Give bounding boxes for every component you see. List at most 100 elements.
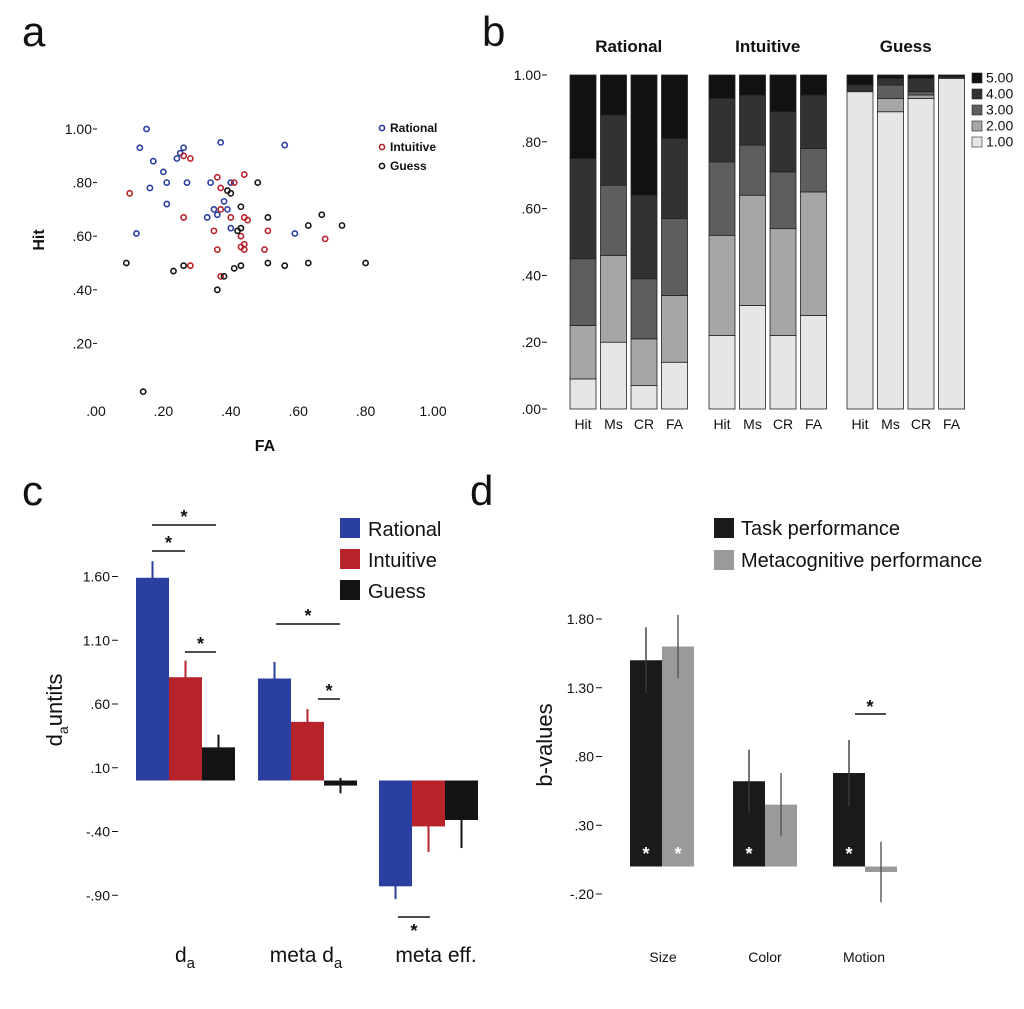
stack-segment-1.00 [877,111,904,410]
legend-label-metacognitive: Metacognitive performance [741,550,982,572]
stack-segment-2.00 [600,254,627,343]
scatter-point-intuitive [217,205,225,213]
stack-segment-5.00 [938,74,965,78]
stack-segment-3.00 [877,84,904,99]
stack-segment-3.00 [569,258,597,326]
scatter-point-guess [318,211,326,219]
significance-star: * [674,844,681,864]
d-legend: Task performance Metacognitive performanc… [714,518,982,572]
legend-marker-guess [378,162,386,170]
scatter-points [122,125,369,396]
scatter-point-guess [180,262,188,270]
legend-swatch-3.00 [971,104,983,116]
d-y-axis: -.20 .30 .80 1.30 1.80 [567,611,602,902]
scatter-point-rational [217,138,225,146]
significance-star: * [197,634,204,654]
scatter-point-rational [183,179,191,186]
stack-segment-3.00 [769,171,797,230]
y-tick-label: .40 [73,282,93,298]
legend-label-1.00: 1.00 [986,134,1013,150]
scatter-point-guess [304,222,312,229]
scatter-point-guess [213,286,221,294]
y-tick-label: 1.00 [514,67,541,83]
category-main: meta d [270,944,334,967]
stack-segment-5.00 [907,74,935,79]
legend-label-5.00: 5.00 [986,70,1013,86]
scatter-panel-a: .20 .40 .60 .80 1.00 .00 .20 .40 .60 .80 1.00 FA H… [31,121,447,455]
stack-segment-4.00 [769,111,797,173]
significance-star: * [180,507,187,527]
c-significance: * * * * * * [152,507,430,941]
bar-intuitive [169,677,202,781]
scatter-point-intuitive [180,152,188,160]
significance-star: * [165,533,172,553]
stack-segment-1.00 [739,305,766,410]
stack-segment-4.00 [708,97,736,163]
stack-segment-5.00 [800,74,827,96]
category-label: CR [773,416,793,432]
y-tick-label: .20 [522,334,542,350]
stack-segment-3.00 [907,91,935,96]
stack-segment-1.00 [907,97,935,410]
stack-segment-3.00 [708,161,736,236]
scatter-point-rational [146,184,154,192]
scatter-point-rational [213,211,221,219]
scatter-point-rational [133,230,140,237]
scatter-point-rational [136,144,144,152]
category-label-size: Size [649,949,676,965]
category-label-color: Color [748,949,782,965]
scatter-point-guess [281,262,289,270]
scatter-point-intuitive [186,262,194,270]
category-subscript: a [187,955,196,972]
scatter-point-rational [203,214,211,221]
significance-star: * [866,697,873,717]
legend-label-intuitive: Intuitive [390,140,436,154]
panel-letter-d: d [470,467,493,514]
category-main: d [175,944,187,967]
category-label: Ms [743,416,762,432]
bar-rational [136,577,169,781]
y-tick-label: 1.30 [567,680,594,696]
category-label: Ms [881,416,900,432]
stack-segment-4.00 [877,77,904,86]
scatter-point-rational [173,155,181,162]
category-label: meta eff. [395,944,476,967]
scatter-point-guess [362,259,369,267]
significance-star: * [845,844,852,864]
scatter-point-guess [227,189,235,197]
category-label: meta da [270,944,343,972]
scatter-point-rational [227,224,235,232]
stack-segment-5.00 [846,74,874,86]
scatter-point-rational [159,168,167,176]
group-title-intuitive: Intuitive [735,37,800,56]
bar-task [630,660,662,867]
stack-segment-2.00 [800,191,827,316]
group-title-rational: Rational [595,37,662,56]
y-tick-label: 1.10 [83,632,110,648]
stack-segment-1.00 [630,385,658,410]
scatter-point-rational [180,144,188,152]
stack-segment-1.00 [846,91,874,410]
stack-segment-1.00 [938,77,965,410]
y-tick-label: .40 [522,267,542,283]
x-tick-label: 1.00 [419,403,446,419]
category-label: Hit [574,416,591,432]
scatter-point-intuitive [180,214,188,221]
y-tick-label: .10 [91,760,111,776]
stack-segment-2.00 [569,325,597,380]
stack-segment-2.00 [739,194,766,306]
scatter-point-rational [224,205,231,213]
scatter-point-intuitive [240,246,248,253]
legend-label-4.00: 4.00 [986,86,1013,102]
legend-label-guess: Guess [390,159,427,173]
scatter-point-guess [254,179,262,186]
legend-label-rational: Rational [390,121,437,135]
y-tick-label: 1.60 [83,569,110,585]
c-legend: Rational Intuitive Guess [340,518,441,603]
significance-star: * [745,844,752,864]
stack-segment-4.00 [907,77,935,93]
x-tick-label: .60 [288,403,308,419]
stack-segment-5.00 [569,74,597,159]
stacked-bars [569,74,965,410]
